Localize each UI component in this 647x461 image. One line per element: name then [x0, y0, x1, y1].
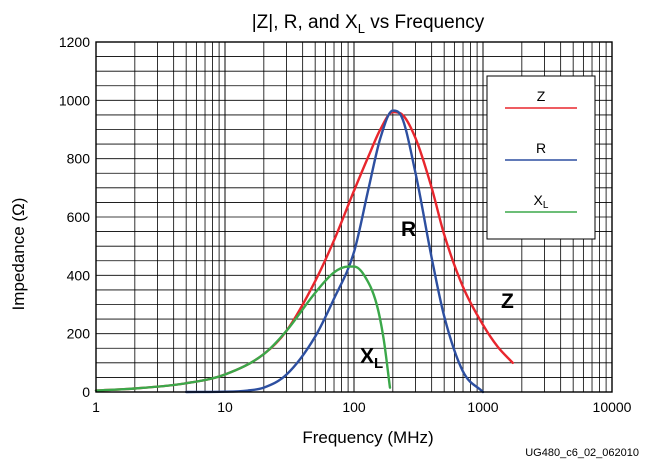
title-post: vs Frequency	[365, 12, 485, 33]
legend-label: Z	[537, 88, 546, 104]
plot-frame	[95, 41, 613, 393]
tick-labels: 1 10 100 1000 10000 0 200 400 600 800 1000 1200	[59, 34, 632, 415]
y-tick-label: 1200	[59, 34, 90, 50]
chart-title: |Z|, R, and XL vs Frequency	[252, 12, 485, 36]
legend: Z R XL	[486, 75, 596, 240]
curves	[94, 109, 514, 394]
figure-note: UG480_c6_02_062010	[525, 447, 639, 459]
legend-label: R	[536, 140, 546, 156]
x-tick-label: 10000	[593, 399, 632, 415]
y-tick-label: 200	[67, 326, 91, 342]
series-line-xl	[94, 265, 392, 392]
title-sub: L	[358, 21, 365, 36]
x-tick-label: 1	[92, 399, 100, 415]
x-axis-label: Frequency (MHz)	[302, 428, 433, 447]
legend-label: XL	[534, 192, 549, 211]
y-axis-label: Impedance (Ω)	[9, 198, 28, 311]
series-line-r	[184, 109, 485, 394]
annotation-r: R	[401, 218, 416, 241]
x-tick-label: 1000	[467, 399, 498, 415]
grid-lines	[95, 41, 613, 393]
annotation-z: Z	[501, 290, 514, 313]
y-tick-label: 800	[67, 151, 91, 167]
x-tick-label: 100	[342, 399, 366, 415]
x-tick-label: 10	[217, 399, 233, 415]
y-tick-label: 1000	[59, 92, 90, 108]
annotation-xl: XL	[360, 345, 383, 372]
y-tick-label: 400	[67, 267, 91, 283]
y-tick-label: 600	[67, 209, 91, 225]
y-tick-label: 0	[82, 384, 90, 400]
series-line-z	[94, 110, 514, 392]
title-pre: |Z|, R, and X	[252, 12, 358, 33]
